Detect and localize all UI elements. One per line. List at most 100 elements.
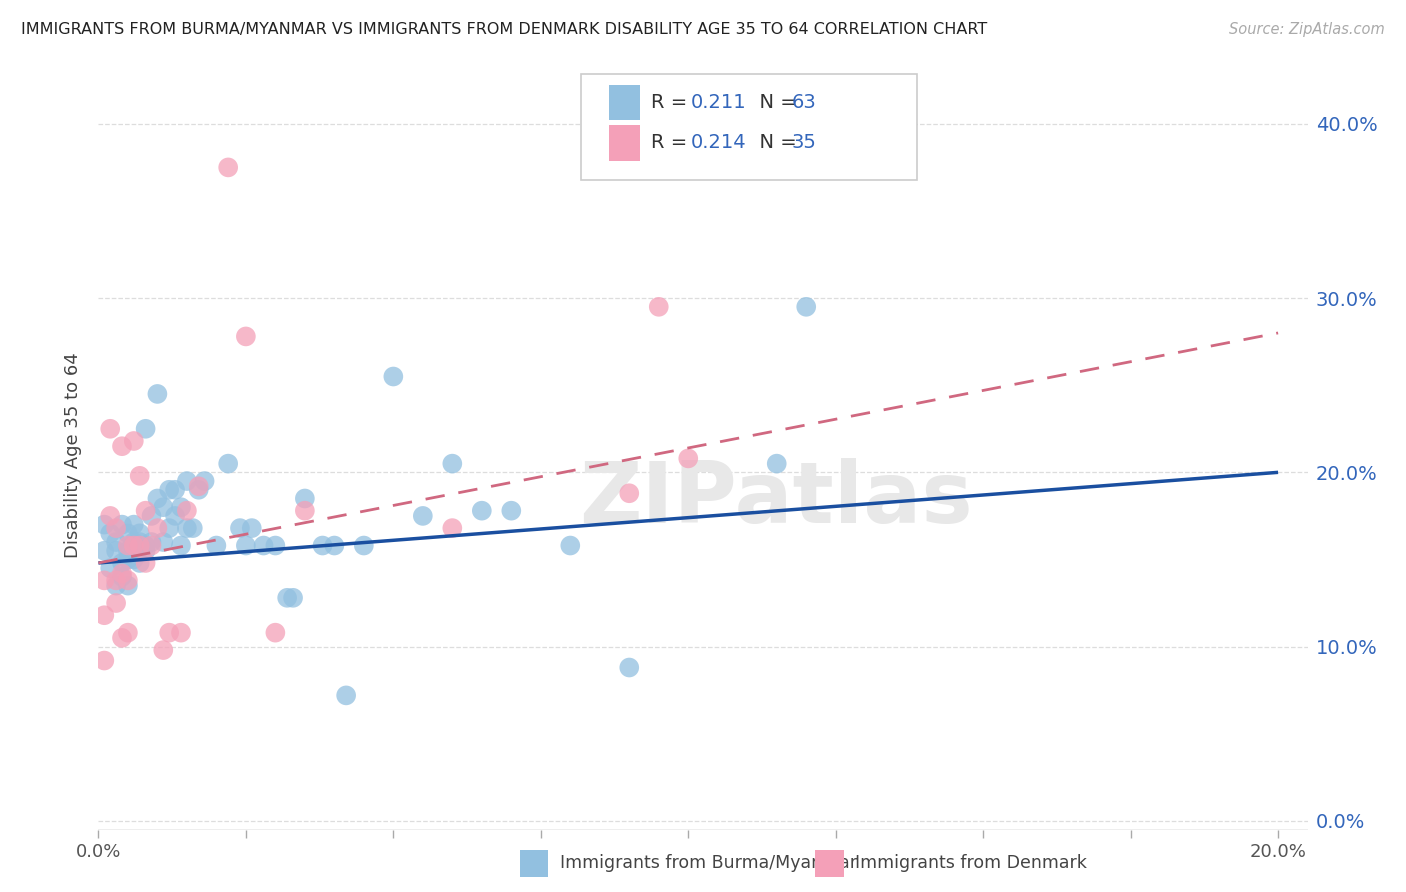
Point	[128, 556, 150, 570]
Text: 63: 63	[792, 93, 817, 112]
Point	[122, 434, 145, 448]
Point	[235, 329, 257, 343]
Point	[98, 508, 121, 523]
Point	[105, 543, 128, 558]
Point	[111, 566, 134, 581]
Point	[146, 521, 169, 535]
Point	[311, 539, 333, 553]
Point	[181, 521, 204, 535]
Point	[412, 508, 434, 523]
Point	[98, 422, 121, 436]
Point	[382, 369, 405, 384]
Point	[117, 543, 139, 558]
Point	[141, 535, 163, 549]
Point	[128, 539, 150, 553]
Point	[281, 591, 304, 605]
Point	[111, 439, 134, 453]
Y-axis label: Disability Age 35 to 64: Disability Age 35 to 64	[65, 352, 83, 558]
Point	[135, 539, 157, 553]
Point	[170, 539, 193, 553]
Point	[111, 517, 134, 532]
Point	[765, 457, 787, 471]
Point	[117, 552, 139, 566]
Point	[98, 526, 121, 541]
Point	[128, 468, 150, 483]
Point	[157, 625, 180, 640]
Point	[648, 300, 671, 314]
Point	[93, 654, 115, 668]
Point	[135, 422, 157, 436]
Point	[176, 521, 198, 535]
Point	[122, 535, 145, 549]
Point	[105, 521, 128, 535]
Point	[135, 556, 157, 570]
Point	[240, 521, 263, 535]
Point	[170, 625, 193, 640]
Point	[111, 570, 134, 584]
Point	[264, 625, 287, 640]
Point	[471, 504, 494, 518]
Point	[128, 535, 150, 549]
Point	[122, 552, 145, 566]
Point	[98, 561, 121, 575]
Point	[111, 556, 134, 570]
Text: 0.214: 0.214	[690, 133, 747, 153]
Point	[441, 521, 464, 535]
Text: 35: 35	[792, 133, 817, 153]
Point	[678, 451, 700, 466]
Text: R =: R =	[651, 133, 693, 153]
Point	[165, 508, 187, 523]
Text: 0.211: 0.211	[690, 93, 747, 112]
Point	[264, 539, 287, 553]
Point	[93, 543, 115, 558]
Point	[187, 479, 209, 493]
Point	[152, 535, 174, 549]
Point	[105, 574, 128, 588]
Point	[122, 539, 145, 553]
Text: ZIPatlas: ZIPatlas	[579, 458, 973, 541]
Point	[294, 504, 316, 518]
Point	[146, 491, 169, 506]
Point	[135, 504, 157, 518]
Point	[619, 660, 641, 674]
Point	[141, 508, 163, 523]
Point	[122, 517, 145, 532]
Text: R =: R =	[651, 93, 693, 112]
Point	[170, 500, 193, 515]
Point	[117, 579, 139, 593]
Point	[187, 483, 209, 497]
Point	[276, 591, 298, 605]
Point	[501, 504, 523, 518]
Point	[194, 474, 217, 488]
Point	[323, 539, 346, 553]
Point	[794, 300, 817, 314]
Text: Immigrants from Burma/Myanmar: Immigrants from Burma/Myanmar	[560, 855, 856, 872]
Point	[93, 517, 115, 532]
Point	[560, 539, 582, 553]
Point	[217, 161, 239, 175]
Text: Source: ZipAtlas.com: Source: ZipAtlas.com	[1229, 22, 1385, 37]
Point	[229, 521, 252, 535]
Point	[141, 539, 163, 553]
Point	[217, 457, 239, 471]
Point	[252, 539, 274, 553]
Point	[619, 486, 641, 500]
Point	[157, 521, 180, 535]
Text: N =: N =	[747, 93, 803, 112]
Point	[93, 574, 115, 588]
Point	[146, 387, 169, 401]
Point	[117, 526, 139, 541]
Point	[335, 689, 357, 703]
Point	[111, 631, 134, 645]
Point	[441, 457, 464, 471]
Point	[105, 535, 128, 549]
Point	[353, 539, 375, 553]
Point	[294, 491, 316, 506]
Point	[157, 483, 180, 497]
Point	[235, 539, 257, 553]
Point	[117, 625, 139, 640]
Point	[93, 608, 115, 623]
Point	[135, 543, 157, 558]
Point	[205, 539, 228, 553]
Text: N =: N =	[747, 133, 803, 153]
